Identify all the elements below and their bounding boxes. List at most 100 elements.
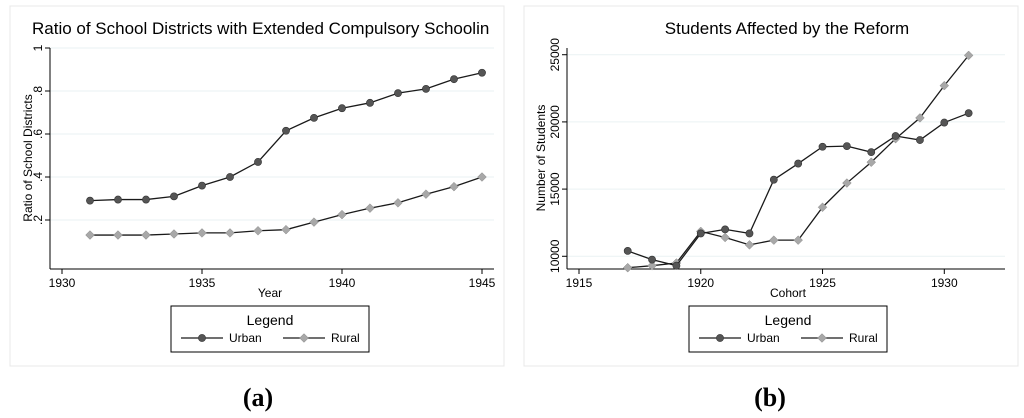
data-point-rural [963,50,974,61]
y-tick-label: 15000 [548,172,562,206]
panel-b-y-ticks: 10000 15000 20000 25000 [548,38,567,273]
panel-b-series [622,50,974,273]
panel-a-x-axis-title: Year [258,286,282,300]
y-tick-label: 25000 [548,38,562,72]
data-point-rural [169,229,179,239]
data-point-urban [310,113,318,122]
x-tick-label: 1935 [189,276,216,290]
data-point-rural [365,203,375,213]
data-point-urban [623,247,632,255]
chart-panel-b: Students Affected by the Reform 10000 150… [523,5,1019,412]
data-point-rural [113,230,123,240]
data-point-urban [648,255,656,264]
data-point-urban [142,195,150,204]
x-tick-label: 1930 [49,276,76,290]
data-point-rural [253,225,263,236]
data-point-urban [916,136,924,144]
data-point-urban [86,196,94,205]
data-point-rural [421,189,431,199]
y-tick-label: 1 [31,44,45,51]
data-point-rural [720,232,730,243]
panel-b-x-ticks: 1915 1920 1925 1930 [566,269,958,290]
legend-label-urban: Urban [229,331,262,345]
x-tick-label: 1940 [329,276,356,290]
panel-a-y-axis-title: Ratio of School Districts [21,94,35,221]
legend-label-rural: Rural [849,331,878,345]
data-point-urban [672,261,681,270]
y-tick-label: 10000 [548,239,562,273]
data-point-rural [337,209,347,220]
data-point-urban [769,175,778,184]
chart-panel-a: Ratio of School Districts with Extended … [9,5,505,412]
panel-b-title: Students Affected by the Reform [665,19,909,38]
data-point-urban [422,84,430,93]
data-point-rural [866,157,876,167]
panel-b-legend-box [688,305,888,353]
y-tick-label: .2 [31,215,45,225]
data-point-urban [198,181,206,190]
data-point-rural [622,262,633,273]
y-tick-label: .4 [31,172,45,182]
y-tick-label: .8 [31,86,45,96]
data-point-urban [964,109,973,118]
panel-a-label: (a) [243,383,273,412]
data-point-urban [114,195,122,204]
data-point-rural [647,260,657,271]
data-point-rural [197,228,207,238]
data-point-rural [141,230,151,240]
data-point-rural [477,172,487,182]
legend-label-urban: Urban [747,331,780,345]
panel-a-legend-title: Legend [247,312,294,328]
data-point-urban [450,75,458,84]
data-point-urban [338,104,346,113]
data-point-rural [817,202,828,212]
data-point-rural [225,228,235,238]
data-point-rural [393,198,403,208]
y-tick-label: 20000 [548,105,562,139]
legend-marker-rural [817,333,827,343]
x-tick-label: 1925 [809,276,836,290]
data-point-urban [745,229,754,238]
data-point-urban [842,142,851,150]
y-tick-label: .6 [31,129,45,139]
data-point-urban [366,98,374,107]
data-point-rural [309,217,319,227]
data-point-rural [842,178,852,188]
data-point-rural [769,235,779,245]
panel-a-y-ticks: .2 .4 .6 .8 1 [31,44,50,225]
panel-b-legend-title: Legend [765,312,812,328]
data-point-urban [478,68,486,77]
data-point-rural [449,181,459,192]
data-point-urban [394,89,402,98]
panel-a-grid [50,47,494,221]
legend-marker-rural [299,333,309,343]
panel-b-legend: Legend Urban Rural [688,305,888,353]
panel-a-x-ticks: 1930 1935 1940 1945 [49,269,496,290]
panel-b-label: (b) [754,383,786,412]
data-point-urban [721,225,730,234]
legend-label-rural: Rural [331,331,360,345]
panel-a-legend: Legend Urban Rural [170,305,370,353]
panel-b-legend-entries: Urban Rural [699,331,878,345]
x-tick-label: 1920 [687,276,714,290]
panel-b-y-axis-title: Number of Students [534,105,548,212]
panel-a-legend-box [170,305,370,353]
data-point-urban [226,173,234,181]
x-tick-label: 1915 [566,276,593,290]
legend-marker-urban [716,334,724,342]
legend-marker-urban [198,334,206,342]
data-point-urban [940,118,949,127]
data-point-rural [915,113,925,123]
data-point-rural [85,230,95,240]
data-point-urban [254,158,262,166]
panel-b-grid [567,54,1005,257]
data-point-rural [744,240,755,250]
panel-b-x-axis-title: Cohort [770,286,807,300]
data-point-rural [939,80,950,91]
data-point-urban [282,126,290,135]
data-point-urban [818,142,827,151]
data-point-rural [793,235,803,245]
data-point-urban [696,229,705,238]
data-point-urban [891,132,900,140]
